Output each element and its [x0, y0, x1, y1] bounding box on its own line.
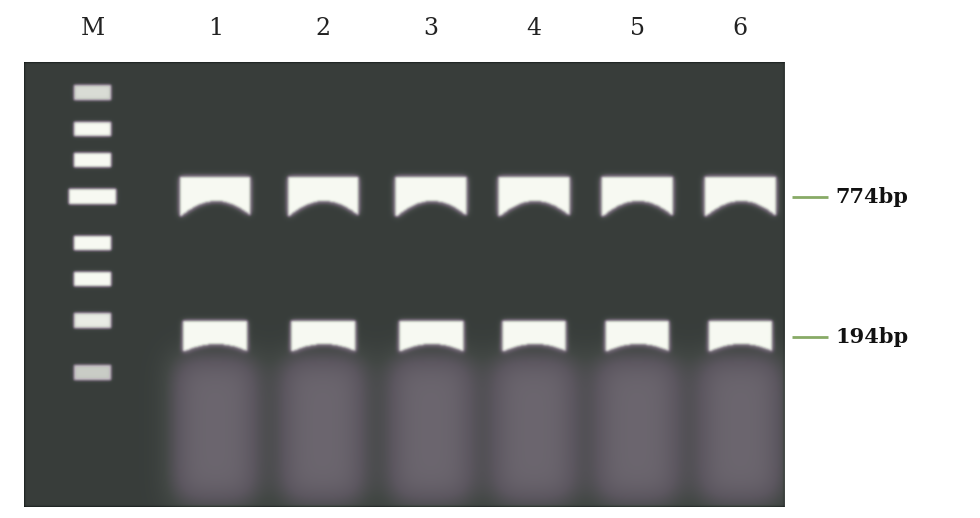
- Text: 2: 2: [316, 17, 331, 40]
- Text: 5: 5: [629, 17, 645, 40]
- Text: M: M: [81, 17, 105, 40]
- Text: 3: 3: [423, 17, 439, 40]
- Text: 774bp: 774bp: [835, 187, 907, 207]
- Text: 1: 1: [208, 17, 223, 40]
- Text: 6: 6: [732, 17, 748, 40]
- Text: 194bp: 194bp: [835, 327, 908, 347]
- Text: 4: 4: [526, 17, 542, 40]
